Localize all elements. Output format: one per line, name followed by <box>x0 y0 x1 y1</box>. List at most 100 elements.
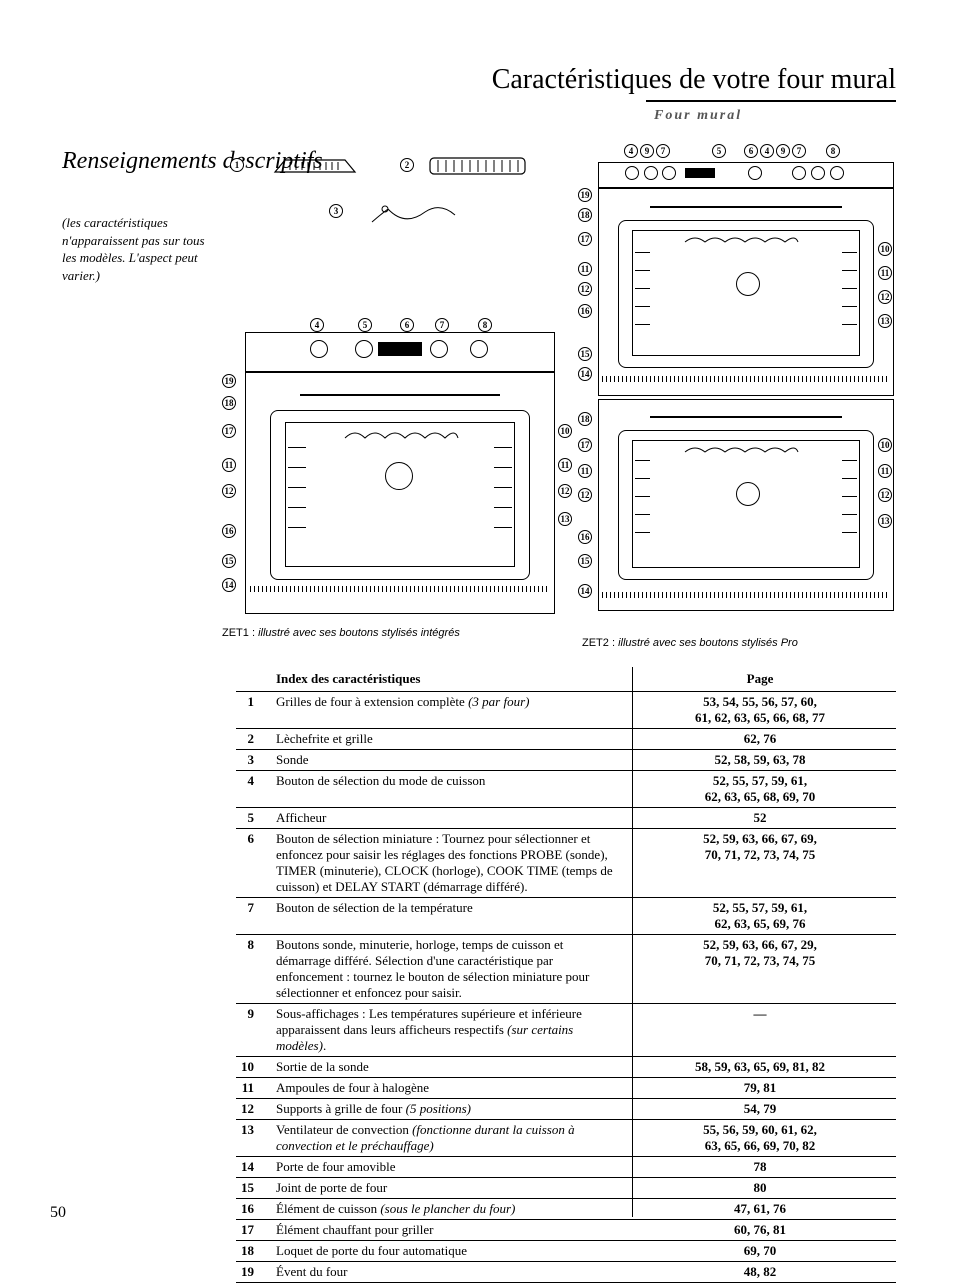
feature-description: Porte de four amovible <box>264 1157 624 1178</box>
diagram-callout: 15 <box>578 347 592 361</box>
diagram-callout: 4 <box>624 144 638 158</box>
probe-icon <box>350 197 460 232</box>
page-title: Caractéristiques de votre four mural <box>492 64 896 96</box>
feature-pages: 52, 59, 63, 66, 67, 69,70, 71, 72, 73, 7… <box>624 829 896 898</box>
knob-icon <box>625 166 639 180</box>
rack-support <box>288 487 306 488</box>
diagram-callout: 7 <box>435 318 449 332</box>
rack-support <box>494 447 512 448</box>
diagram-callout: 17 <box>578 232 592 246</box>
knob-icon <box>830 166 844 180</box>
diagram-callout: 10 <box>558 424 572 438</box>
feature-pages: 62, 76 <box>624 729 896 750</box>
diagram-callout: 17 <box>578 438 592 452</box>
rack-support <box>842 252 857 253</box>
feature-pages: 69, 70 <box>624 1241 896 1262</box>
subtitle: Four mural <box>654 108 742 124</box>
diagram-callout: 15 <box>578 554 592 568</box>
feature-description: Supports à grille de four (5 positions) <box>264 1099 624 1120</box>
broil-element <box>680 232 800 248</box>
feature-description: Loquet de porte du four automatique <box>264 1241 624 1262</box>
diagram-callout: 11 <box>222 458 236 472</box>
feature-number: 17 <box>236 1220 264 1241</box>
rack-support <box>635 324 650 325</box>
oven-handle <box>650 416 842 418</box>
rack-support <box>842 270 857 271</box>
diagram-callout: 10 <box>878 242 892 256</box>
oven-diagrams: 1 2 3 4 5 6 7 8 19 18 17 1 <box>220 142 896 646</box>
knob-icon <box>748 166 762 180</box>
oven-handle <box>300 394 500 396</box>
diagram-callout: 15 <box>222 554 236 568</box>
table-row: 10Sortie de la sonde58, 59, 63, 65, 69, … <box>236 1057 896 1078</box>
table-header-feature: Index des caractéristiques <box>264 667 624 692</box>
feature-number: 12 <box>236 1099 264 1120</box>
feature-description: Bouton de sélection miniature : Tournez … <box>264 829 624 898</box>
feature-pages: 48, 82 <box>624 1262 896 1283</box>
knob-icon <box>470 340 488 358</box>
sidebar-note: (les caractéristiques n'apparaissent pas… <box>62 214 222 284</box>
diagram-callout: 18 <box>578 208 592 222</box>
feature-pages: 79, 81 <box>624 1078 896 1099</box>
diagram-callout: 13 <box>878 514 892 528</box>
diagram-callout: 12 <box>878 290 892 304</box>
caption-single-oven: ZET1 : illustré avec ses boutons stylisé… <box>222 627 460 639</box>
diagram-callout: 4 <box>760 144 774 158</box>
feature-number: 4 <box>236 771 264 808</box>
caption-model: ZET2 : <box>582 637 618 649</box>
caption-double-oven: ZET2 : illustré avec ses boutons stylisé… <box>582 637 798 649</box>
rack-support <box>288 467 306 468</box>
diagram-callout: 1 <box>230 158 244 172</box>
feature-pages: 52, 55, 57, 59, 61,62, 63, 65, 68, 69, 7… <box>624 771 896 808</box>
convection-fan-icon <box>736 272 760 296</box>
caption-desc: illustré avec ses boutons stylisés Pro <box>618 637 798 649</box>
table-row: 17Élément chauffant pour griller60, 76, … <box>236 1220 896 1241</box>
rack-support <box>494 527 512 528</box>
feature-pages: — <box>624 1004 896 1057</box>
broil-element <box>680 442 800 458</box>
feature-description: Grilles de four à extension complète (3 … <box>264 692 624 729</box>
feature-description: Sonde <box>264 750 624 771</box>
rack-support <box>288 447 306 448</box>
diagram-callout: 10 <box>878 438 892 452</box>
table-row: 2Lèchefrite et grille62, 76 <box>236 729 896 750</box>
diagram-callout: 12 <box>578 488 592 502</box>
feature-number: 10 <box>236 1057 264 1078</box>
display-slot <box>378 342 422 356</box>
page-number: 50 <box>50 1204 66 1222</box>
diagram-callout: 16 <box>578 304 592 318</box>
diagram-callout: 18 <box>578 412 592 426</box>
table-row: 11Ampoules de four à halogène79, 81 <box>236 1078 896 1099</box>
diagram-callout: 7 <box>792 144 806 158</box>
feature-description: Ventilateur de convection (fonctionne du… <box>264 1120 624 1157</box>
knob-icon <box>662 166 676 180</box>
feature-description: Sous-affichages : Les températures supér… <box>264 1004 624 1057</box>
diagram-callout: 5 <box>358 318 372 332</box>
feature-pages: 58, 59, 63, 65, 69, 81, 82 <box>624 1057 896 1078</box>
diagram-callout: 11 <box>578 464 592 478</box>
table-header-page: Page <box>624 667 896 692</box>
feature-number: 7 <box>236 898 264 935</box>
table-row: 8Boutons sonde, minuterie, horloge, temp… <box>236 935 896 1004</box>
diagram-callout: 19 <box>222 374 236 388</box>
rack-support <box>635 532 650 533</box>
rack-support <box>288 527 306 528</box>
feature-number: 11 <box>236 1078 264 1099</box>
double-oven-control-panel <box>598 162 894 188</box>
diagram-callout: 11 <box>878 464 892 478</box>
table-row: 13Ventilateur de convection (fonctionne … <box>236 1120 896 1157</box>
diagram-callout: 11 <box>558 458 572 472</box>
feature-description: Élément de cuisson (sous le plancher du … <box>264 1199 624 1220</box>
title-rule <box>646 100 896 102</box>
feature-description: Lèchefrite et grille <box>264 729 624 750</box>
feature-number: 1 <box>236 692 264 729</box>
diagram-callout: 14 <box>578 584 592 598</box>
rack-support <box>635 496 650 497</box>
feature-number: 3 <box>236 750 264 771</box>
rack-support <box>494 467 512 468</box>
knob-icon <box>310 340 328 358</box>
diagram-callout: 2 <box>400 158 414 172</box>
feature-number: 19 <box>236 1262 264 1283</box>
knob-icon <box>644 166 658 180</box>
diagram-callout: 3 <box>329 204 343 218</box>
